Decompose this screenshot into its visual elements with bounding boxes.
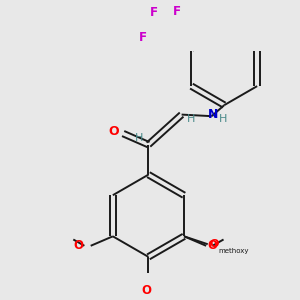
Text: O: O	[74, 238, 84, 251]
Text: H: H	[187, 114, 195, 124]
Text: O: O	[207, 238, 217, 251]
Text: F: F	[173, 4, 181, 17]
Text: O: O	[109, 125, 119, 139]
Text: F: F	[149, 6, 158, 19]
Text: F: F	[139, 31, 147, 44]
Text: O: O	[142, 284, 152, 297]
Text: H: H	[135, 133, 143, 143]
Text: N: N	[208, 108, 218, 121]
Text: methoxy: methoxy	[219, 248, 249, 254]
Text: H: H	[218, 114, 227, 124]
Text: O: O	[209, 239, 219, 249]
